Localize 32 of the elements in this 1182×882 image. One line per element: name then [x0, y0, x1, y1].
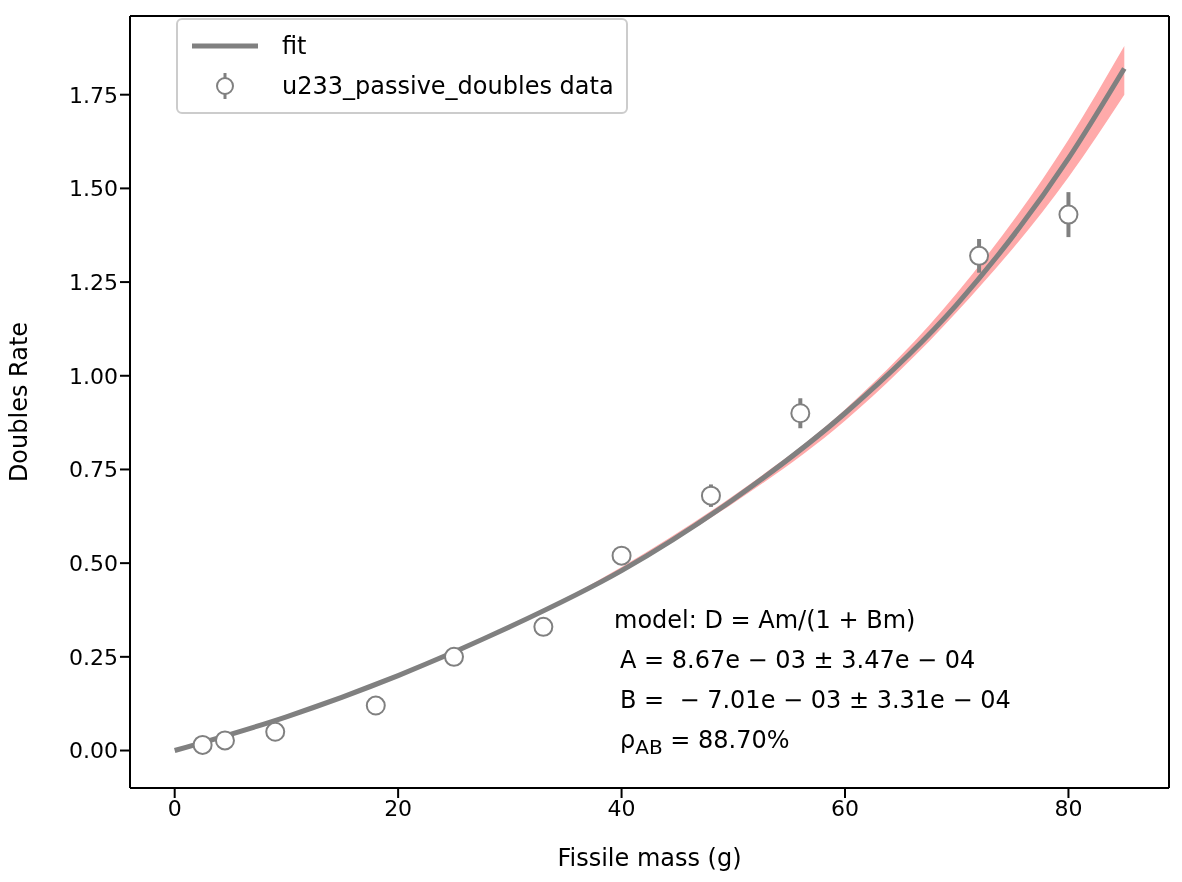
point — [969, 245, 990, 266]
annotation: ρ$_{AB}$ = 88.70% — [619, 725, 791, 761]
x-tick-label: 20 — [384, 795, 413, 821]
x-tick-label: 40 — [607, 795, 636, 821]
point — [533, 616, 554, 637]
point — [443, 646, 464, 667]
x-tick-label: 60 — [831, 795, 860, 821]
point — [192, 734, 213, 755]
annotation: model: D = Am/(1 + Bm) — [614, 605, 917, 636]
y-axis-title: Doubles Rate — [4, 321, 33, 483]
y-tick-label: 1.25 — [69, 269, 118, 295]
point — [214, 730, 235, 751]
point — [1058, 204, 1079, 225]
y-tick-label: 1.75 — [69, 82, 118, 108]
y-tick-label: 1.50 — [69, 176, 118, 202]
legend-label: u233_passive_doubles data — [282, 72, 614, 100]
point — [611, 545, 632, 566]
y-tick-label: 0.75 — [69, 457, 118, 483]
point — [700, 485, 721, 506]
x-axis-title: Fissile mass (g) — [557, 844, 742, 872]
legend-label: fit — [282, 32, 307, 60]
y-tick-label: 0.50 — [69, 550, 118, 576]
annotation: B = − 7.01e − 03 ± 3.31e − 04 — [619, 685, 1011, 716]
point — [790, 403, 811, 424]
x-tick-label: 80 — [1054, 795, 1083, 821]
annotation: A = 8.67e − 03 ± 3.47e − 04 — [619, 645, 977, 676]
y-tick-label: 1.00 — [69, 363, 118, 389]
point — [265, 721, 286, 742]
y-tick-label: 0.00 — [69, 738, 118, 764]
y-tick-label: 0.25 — [69, 644, 118, 670]
x-tick-label: 0 — [167, 795, 182, 821]
point — [365, 695, 386, 716]
